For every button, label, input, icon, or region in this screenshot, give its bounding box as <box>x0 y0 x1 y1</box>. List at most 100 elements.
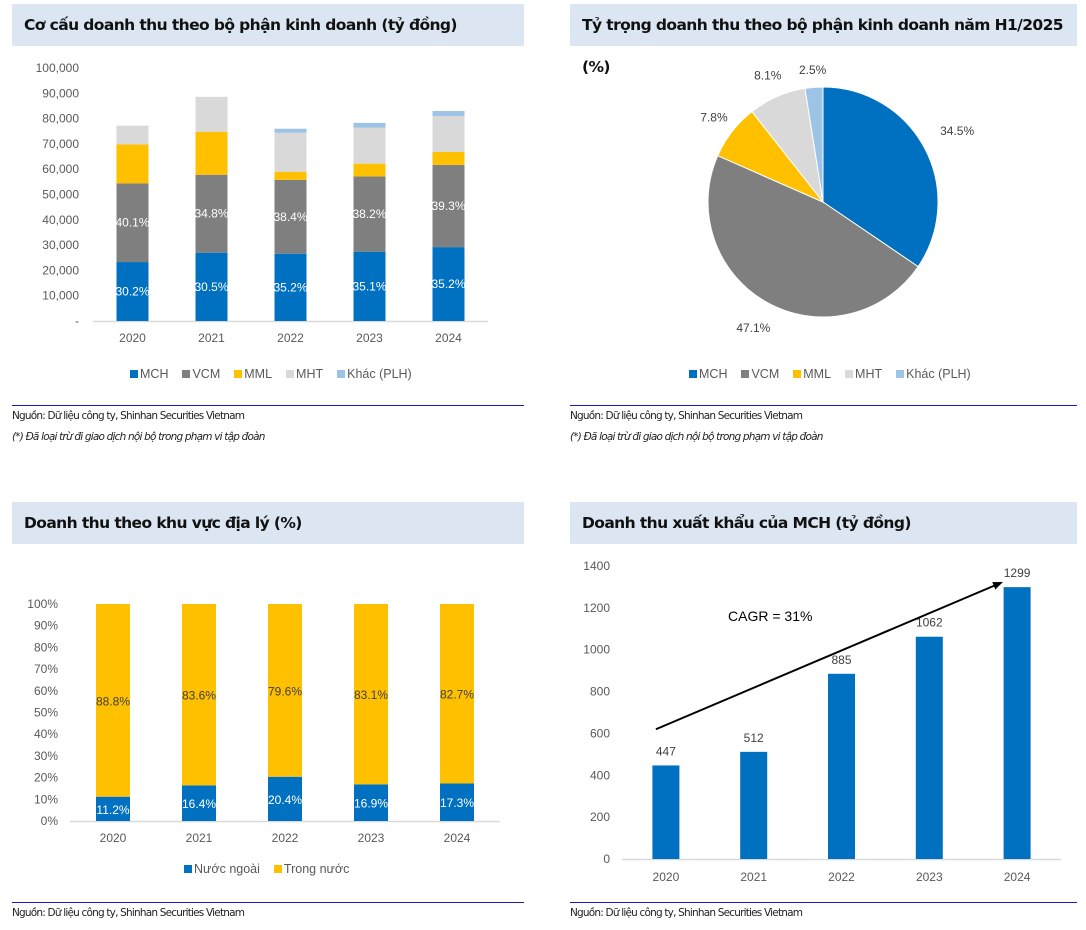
data-label: 11.2% <box>96 803 129 817</box>
source-text: Nguồn: Dữ liệu công ty, Shinhan Securiti… <box>12 410 245 422</box>
data-label: 34.8% <box>194 207 228 221</box>
x-tick-label: 2021 <box>198 331 225 345</box>
x-tick-label: 2020 <box>100 831 127 845</box>
y-tick-label: 70,000 <box>42 137 79 151</box>
y-tick-label: 80% <box>34 640 58 654</box>
y-tick-label: 60,000 <box>42 162 79 176</box>
bar-segment <box>268 776 302 821</box>
legend-swatch <box>182 370 191 378</box>
legend-item: MHT <box>286 367 323 381</box>
bar-segment <box>96 604 130 797</box>
legend-item: VCM <box>182 367 220 381</box>
y-tick-label: 200 <box>590 810 610 824</box>
pie-slice <box>804 86 824 203</box>
bar-segment <box>432 247 465 321</box>
divider <box>12 405 524 406</box>
bar-segment <box>353 127 386 164</box>
bar-segment <box>195 96 228 132</box>
legend-label: Khác (PLH) <box>906 367 971 381</box>
bar <box>652 765 680 859</box>
bar-segment <box>116 262 149 321</box>
legend-item: MHT <box>845 367 882 381</box>
x-tick-label: 2023 <box>358 831 385 845</box>
pie-data-label: 8.1% <box>754 69 782 83</box>
export-bar-chart: 0 200 400 600 800 1000 1200 1400 447 2020 512 2021 8… <box>583 559 1061 884</box>
bar-segment <box>195 131 228 175</box>
pie-slice <box>822 86 939 268</box>
bar-segment <box>353 251 386 321</box>
data-label: 38.2% <box>352 207 386 221</box>
y-tick-label: 400 <box>590 768 610 782</box>
bar-segment <box>116 183 149 263</box>
panel-geographic-revenue: Doanh thu theo khu vực địa lý (%) 0% 10% 2… <box>0 495 540 930</box>
legend-label: MCH <box>699 367 728 381</box>
y-tick-label: 90,000 <box>42 86 79 100</box>
legend-swatch <box>845 370 854 378</box>
panel-revenue-structure: Cơ cấu doanh thu theo bộ phận kinh doanh… <box>0 0 540 460</box>
legend-label: Khác (PLH) <box>347 367 412 381</box>
data-label: 83.6% <box>182 689 216 703</box>
legend-swatch <box>130 370 138 378</box>
y-tick-label: 80,000 <box>42 112 79 126</box>
bar-segment <box>274 253 307 321</box>
chart-legend: MCH VCM MML MHT Khác (PLH) <box>130 367 426 381</box>
bar <box>1003 587 1031 859</box>
legend-swatch <box>184 865 192 873</box>
data-label: 512 <box>744 731 764 745</box>
bar-segment <box>274 132 307 172</box>
bar-segment <box>116 144 149 184</box>
y-tick-label: 40,000 <box>42 213 79 227</box>
x-tick-label: 2024 <box>444 831 471 845</box>
data-label: 39.3% <box>431 199 465 213</box>
y-tick-label: 20% <box>34 771 58 785</box>
bar-segment <box>268 604 302 777</box>
source-text: Nguồn: Dữ liệu công ty, Shinhan Securiti… <box>570 907 803 919</box>
legend-label: MHT <box>296 367 324 381</box>
legend-label: MML <box>803 367 832 381</box>
x-tick-label: 2021 <box>740 870 767 884</box>
y-tick-label: 1200 <box>583 601 610 615</box>
legend-item: MCH <box>689 367 727 381</box>
pie-data-label: 47.1% <box>736 321 770 335</box>
x-tick-label: 2022 <box>277 331 304 345</box>
data-label: 40.1% <box>115 216 149 230</box>
x-tick-label: 2020 <box>119 331 146 345</box>
y-tick-label: 0 <box>603 852 610 866</box>
chart-title: Cơ cấu doanh thu theo bộ phận kinh doanh… <box>12 4 524 46</box>
data-label: 79.6% <box>268 684 302 698</box>
x-tick-label: 2023 <box>916 870 943 884</box>
data-label: 16.9% <box>354 797 388 811</box>
x-tick-label: 2021 <box>186 831 213 845</box>
trend-arrow <box>655 581 1003 731</box>
legend-swatch <box>741 370 750 378</box>
chart-title: Tỷ trọng doanh thu theo bộ phận kinh doa… <box>570 4 1077 76</box>
y-tick-label: 50% <box>34 706 58 720</box>
pie-data-label: 2.5% <box>799 63 827 77</box>
y-tick-label: 0% <box>41 814 59 828</box>
legend-item: Khác (PLH) <box>337 367 412 381</box>
data-label: 20.4% <box>268 793 302 807</box>
legend-label: MCH <box>140 367 169 381</box>
y-tick-label: - <box>75 314 79 328</box>
data-label: 82.7% <box>440 688 474 702</box>
legend-swatch <box>337 370 346 378</box>
data-label: 38.4% <box>273 210 307 224</box>
bar-segment <box>353 176 386 252</box>
source-text: Nguồn: Dữ liệu công ty, Shinhan Securiti… <box>570 410 803 422</box>
x-tick-label: 2020 <box>653 870 680 884</box>
legend-swatch <box>896 370 905 378</box>
pie-data-label: 34.5% <box>940 124 974 138</box>
bar <box>740 751 768 859</box>
divider <box>570 902 1077 903</box>
y-tick-label: 800 <box>590 685 610 699</box>
y-tick-label: 50,000 <box>42 188 79 202</box>
y-tick-label: 70% <box>34 662 58 676</box>
bar-segment <box>440 783 474 821</box>
y-tick-label: 100% <box>27 597 58 611</box>
bar-segment <box>440 604 474 784</box>
y-tick-label: 60% <box>34 684 58 698</box>
bar-segment <box>432 151 465 165</box>
legend-swatch <box>286 370 295 378</box>
bar-segment <box>354 784 388 821</box>
legend-label: VCM <box>751 367 780 381</box>
